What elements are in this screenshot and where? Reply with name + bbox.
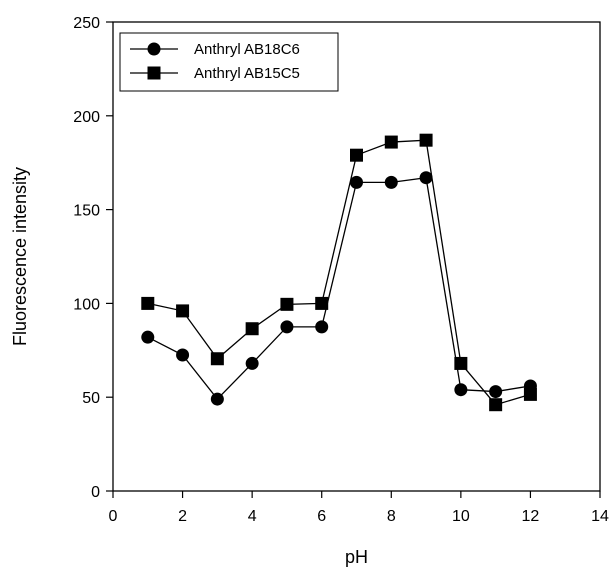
- data-point-square: [350, 148, 363, 162]
- legend-marker-square: [147, 66, 161, 80]
- legend-label-anthryl-ab18c6: Anthryl AB18C6: [194, 41, 300, 58]
- data-point-circle: [280, 320, 294, 334]
- y-tick-label: 50: [82, 390, 100, 407]
- series-anthryl-ab18c6: [141, 171, 537, 406]
- data-point-circle: [419, 171, 433, 185]
- y-tick-label: 200: [73, 109, 100, 126]
- data-point-circle: [489, 385, 503, 399]
- data-point-circle: [350, 175, 363, 189]
- series-line: [147, 176, 531, 401]
- y-tick-label: 100: [73, 296, 100, 313]
- data-point-square: [419, 133, 433, 147]
- x-tick-label: 6: [317, 508, 326, 525]
- data-point-square: [454, 356, 468, 370]
- x-tick-label: 14: [591, 508, 609, 525]
- x-axis-title: pH: [345, 547, 368, 567]
- x-tick-label: 10: [452, 508, 470, 525]
- data-point-square: [384, 135, 398, 149]
- data-point-square: [489, 398, 503, 412]
- series-line: [147, 139, 531, 406]
- x-tick-label: 8: [387, 508, 396, 525]
- y-tick-label: 150: [73, 203, 100, 220]
- legend-entry-anthryl-ab15c5: Anthryl AB15C5: [130, 65, 300, 82]
- data-point-square: [245, 322, 259, 336]
- data-point-circle: [176, 348, 190, 362]
- legend-label-anthryl-ab15c5: Anthryl AB15C5: [194, 65, 300, 82]
- x-tick-label: 0: [109, 508, 118, 525]
- x-tick-label: 2: [178, 508, 187, 525]
- series-anthryl-ab15c5: [141, 133, 537, 412]
- x-tick-label: 4: [248, 508, 257, 525]
- data-point-circle: [454, 383, 468, 397]
- data-point-circle: [384, 175, 398, 189]
- data-point-circle: [141, 330, 155, 344]
- data-point-circle: [245, 356, 259, 370]
- data-point-circle: [210, 392, 224, 406]
- data-point-square: [176, 304, 190, 318]
- legend-marker-circle: [147, 42, 161, 56]
- plot-frame: [112, 21, 601, 492]
- legend-box: [119, 32, 339, 92]
- data-point-circle: [315, 320, 329, 334]
- series-layer: [141, 133, 537, 412]
- y-tick-label: 0: [91, 484, 100, 501]
- data-point-square: [280, 297, 294, 311]
- y-axis-title: Fluorescence intensity: [10, 167, 30, 346]
- data-point-square: [315, 296, 329, 310]
- x-tick-label: 12: [522, 508, 540, 525]
- axes: 0 2 4 6 8 10 12 14 0 50 100 150 200 250: [73, 15, 609, 525]
- legend: Anthryl AB18C6 Anthryl AB15C5: [119, 32, 339, 92]
- legend-entry-anthryl-ab18c6: Anthryl AB18C6: [130, 41, 300, 58]
- y-tick-label: 250: [73, 15, 100, 32]
- data-point-square: [141, 296, 155, 310]
- data-point-square: [210, 352, 224, 366]
- data-point-square: [523, 387, 537, 401]
